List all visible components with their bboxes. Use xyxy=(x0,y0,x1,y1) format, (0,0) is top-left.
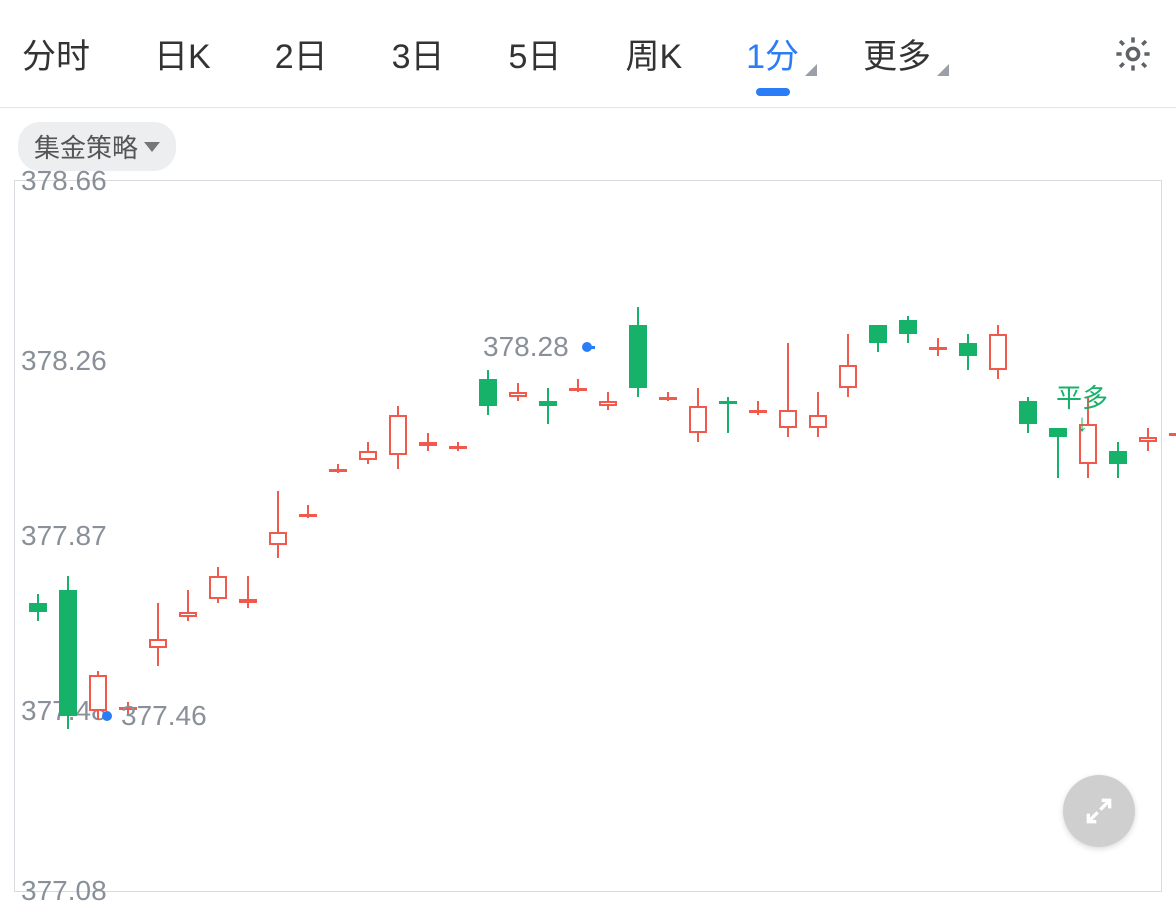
low-marker-dot xyxy=(102,711,112,721)
candle xyxy=(509,181,527,893)
candle xyxy=(449,181,467,893)
candle xyxy=(899,181,917,893)
candle xyxy=(539,181,557,893)
timeframe-tabs: 分时 日K 2日 3日 5日 周K 1分 更多 xyxy=(0,0,1176,108)
tab-5日[interactable]: 5日 xyxy=(509,29,562,78)
candle xyxy=(89,181,107,893)
tab-周K[interactable]: 周K xyxy=(625,29,682,78)
dropdown-triangle-icon xyxy=(805,64,817,76)
tab-1分[interactable]: 1分 xyxy=(746,29,799,78)
candle xyxy=(299,181,317,893)
candle xyxy=(719,181,737,893)
settings-button[interactable] xyxy=(1112,33,1154,75)
candle xyxy=(689,181,707,893)
strategy-row: 集金策略 xyxy=(0,108,1176,179)
tab-3日[interactable]: 3日 xyxy=(392,29,445,78)
candle xyxy=(569,181,587,893)
candle xyxy=(959,181,977,893)
candle xyxy=(209,181,227,893)
candle xyxy=(1049,181,1067,893)
candle xyxy=(1019,181,1037,893)
candle xyxy=(749,181,767,893)
candle xyxy=(629,181,647,893)
low-annotation: 377.46 xyxy=(121,700,207,732)
candle xyxy=(599,181,617,893)
high-marker-line xyxy=(587,346,595,349)
candle xyxy=(839,181,857,893)
candle xyxy=(1169,181,1176,893)
candle xyxy=(1139,181,1157,893)
strategy-pill[interactable]: 集金策略 xyxy=(18,122,176,171)
candle xyxy=(989,181,1007,893)
candle xyxy=(239,181,257,893)
dropdown-triangle-icon xyxy=(937,64,949,76)
expand-icon xyxy=(1083,795,1115,827)
candle xyxy=(659,181,677,893)
candle xyxy=(29,181,47,893)
close-long-callout: 平多↓ xyxy=(1056,378,1108,433)
candle xyxy=(389,181,407,893)
arrow-down-icon: ↓ xyxy=(1056,415,1108,433)
candle xyxy=(809,181,827,893)
candle xyxy=(359,181,377,893)
strategy-label: 集金策略 xyxy=(34,128,138,165)
tab-2日[interactable]: 2日 xyxy=(275,29,328,78)
expand-button[interactable] xyxy=(1063,775,1135,847)
high-annotation: 378.28 xyxy=(483,331,569,363)
candle xyxy=(119,181,137,893)
gear-icon xyxy=(1112,33,1154,75)
candlestick-chart[interactable]: 378.66378.26377.87377.48377.08377.46378.… xyxy=(15,181,1161,891)
candle xyxy=(419,181,437,893)
tab-日K[interactable]: 日K xyxy=(154,29,211,78)
candle xyxy=(479,181,497,893)
candle xyxy=(59,181,77,893)
candle xyxy=(779,181,797,893)
tab-分时[interactable]: 分时 xyxy=(22,29,90,78)
chart-container: 378.66378.26377.87377.48377.08377.46378.… xyxy=(14,180,1162,892)
chevron-down-icon xyxy=(144,142,160,152)
candle xyxy=(149,181,167,893)
candle xyxy=(179,181,197,893)
candle xyxy=(329,181,347,893)
candle xyxy=(269,181,287,893)
candle xyxy=(869,181,887,893)
tab-更多[interactable]: 更多 xyxy=(863,29,931,78)
candle xyxy=(929,181,947,893)
